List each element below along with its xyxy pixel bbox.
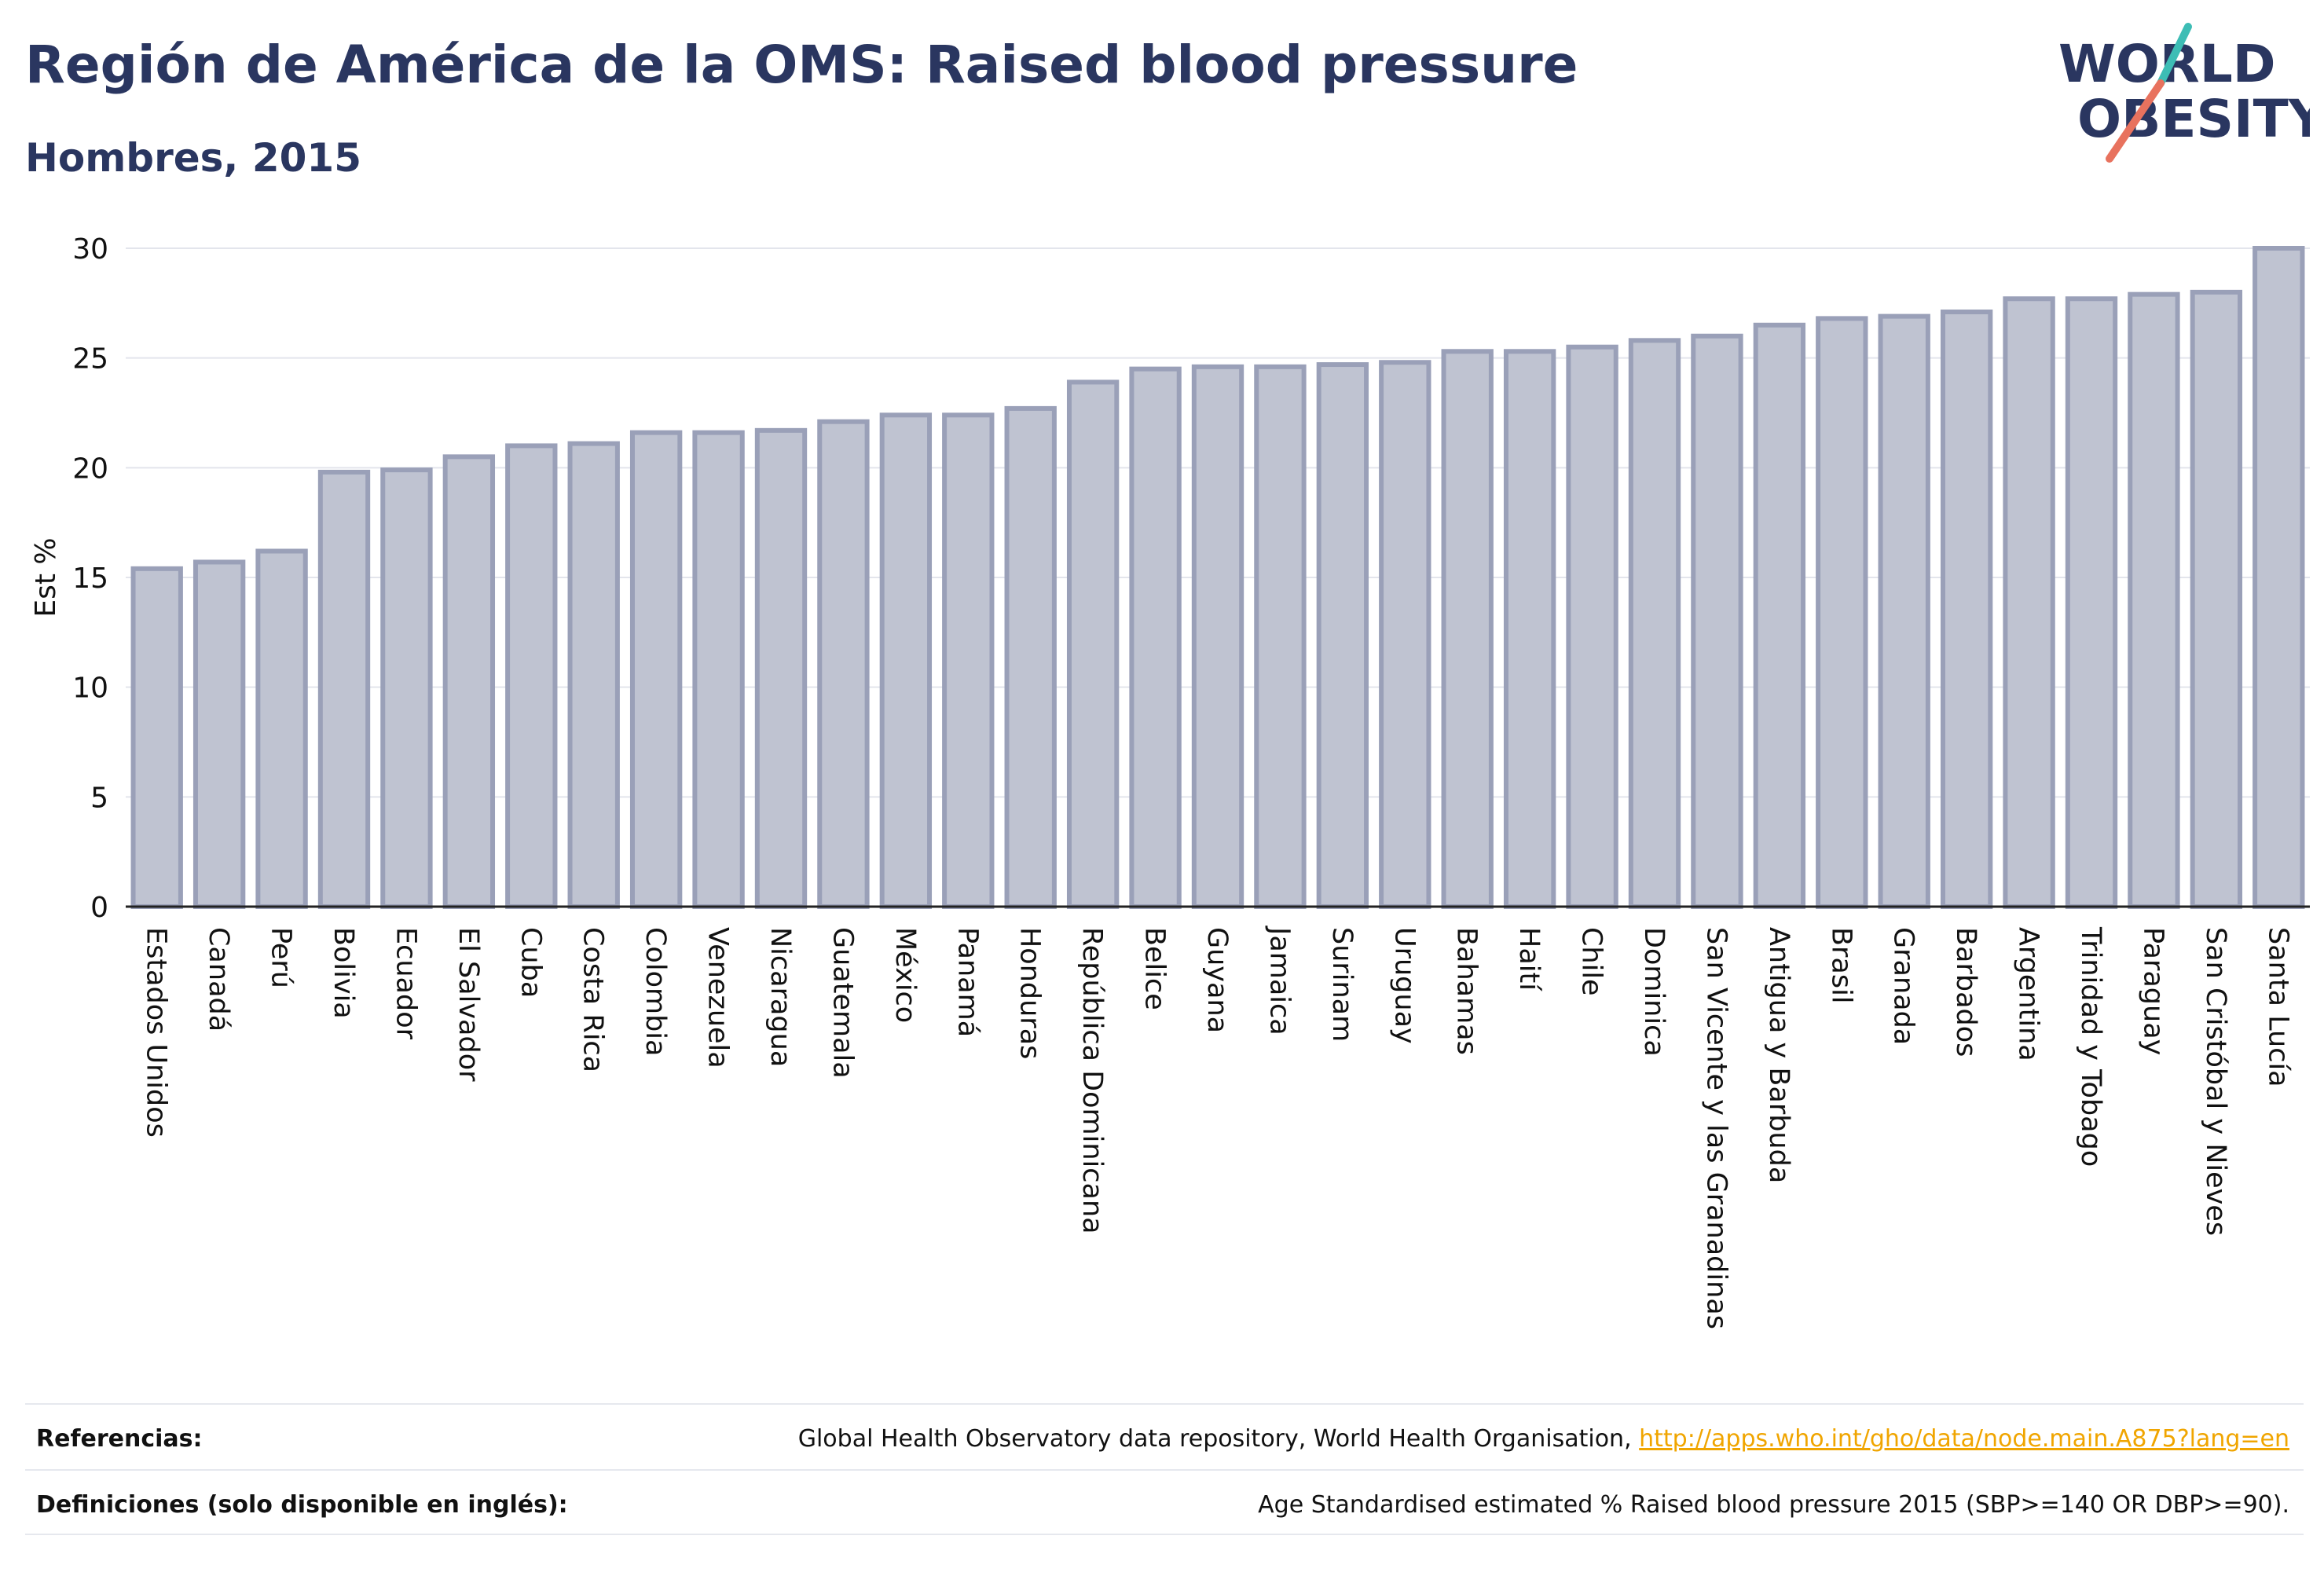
footer-divider-top [25,1403,2304,1405]
x-tick-label: Brasil [1825,927,1857,1004]
x-tick-label: Nicaragua [764,927,796,1067]
x-tick-label: Antigua y Barbuda [1763,927,1794,1183]
references-text: Global Health Observatory data repositor… [797,1425,1640,1453]
bar[interactable] [130,566,183,909]
bar[interactable] [2190,289,2243,910]
x-tick-label: Guatemala [827,927,858,1079]
bar[interactable] [1816,316,1868,909]
x-tick-label: Trinidad y Tobago [2075,926,2106,1167]
bar[interactable] [1066,379,1120,910]
x-tick-label: Guyana [1201,927,1233,1033]
bar[interactable] [1691,333,1743,909]
y-tick-labels: 0 5 10 15 20 25 30 [72,233,108,924]
x-tick-label: México [889,927,921,1023]
x-tick-label: Uruguay [1388,927,1420,1044]
references-label: Referencias: [36,1425,203,1453]
chart-title: Región de América de la OMS: Raised bloo… [25,35,1578,95]
y-tick-label: 30 [72,233,108,266]
x-tick-label: Estados Unidos [141,927,172,1138]
bar[interactable] [1753,322,1806,909]
references-link[interactable]: http://apps.who.int/gho/data/node.main.A… [1639,1425,2289,1453]
bar[interactable] [317,469,371,909]
x-tick-label: Argentina [2013,927,2044,1061]
bar[interactable] [1254,364,1307,909]
bar[interactable] [1628,338,1681,909]
x-tick-label: Bahamas [1451,927,1483,1055]
y-tick-label: 20 [72,453,108,485]
x-tick-label: Chile [1576,927,1607,996]
logo-line2: OBESITY [2077,89,2310,149]
bar[interactable] [692,430,745,909]
chart-subtitle: Hombres, 2015 [25,135,361,181]
y-tick-label: 15 [72,563,108,595]
x-tick-label: Belice [1139,927,1171,1010]
x-tick-label: Costa Rica [577,927,609,1072]
bar[interactable] [879,412,933,909]
world-obesity-logo: WORLD OBESITY [2058,23,2310,163]
x-tick-label: Santa Lucía [2262,927,2293,1087]
bar[interactable] [1191,364,1244,909]
x-tick-label: San Cristóbal y Nieves [2200,927,2231,1236]
y-tick-label: 0 [90,892,108,924]
bar[interactable] [1878,313,1930,909]
bar[interactable] [1316,362,1369,909]
x-tick-label: Barbados [1950,927,1981,1057]
bar[interactable] [2065,296,2118,910]
bar[interactable] [2128,291,2180,910]
bars [130,246,2305,910]
bar-chart: 0 5 10 15 20 25 30 Estados Unidos Canadá Perú Bol… [30,233,2310,1329]
bar[interactable] [1129,366,1182,909]
bar[interactable] [1004,405,1057,909]
x-tick-label: Granada [1888,927,1919,1045]
footer-divider-bottom [25,1534,2304,1535]
footer-divider-middle [25,1469,2304,1471]
x-tick-label: Perú [266,927,297,988]
y-axis-label: Est % [30,537,62,617]
y-tick-label: 25 [72,343,108,376]
bar[interactable] [192,559,246,909]
x-tick-label: Bolivia [328,927,359,1019]
bar[interactable] [380,467,433,909]
bar[interactable] [1503,349,1556,909]
x-tick-labels: Estados Unidos Canadá Perú Bolivia Ecuador El… [141,925,2294,1329]
logo-slash-coral-icon [2106,79,2165,163]
x-tick-label: Colombia [640,927,671,1056]
x-tick-label: Jamaica [1263,925,1295,1035]
x-tick-label: Honduras [1014,927,1046,1059]
x-tick-label: Dominica [1638,927,1670,1057]
y-tick-label: 5 [90,782,108,814]
bar[interactable] [505,443,558,909]
bar[interactable] [1566,344,1618,909]
bar[interactable] [942,412,995,909]
bar[interactable] [629,430,683,909]
x-tick-label: República Dominicana [1076,927,1108,1234]
definitions-label: Definiciones (solo disponible en inglés)… [36,1491,568,1519]
bar[interactable] [1441,349,1494,909]
definitions-value: Age Standardised estimated % Raised bloo… [1258,1491,2289,1519]
x-tick-label: San Vicente y las Granadinas [1700,927,1732,1329]
bar[interactable] [1940,310,1993,909]
bar[interactable] [1379,360,1431,909]
x-tick-label: Ecuador [390,927,421,1040]
x-tick-label: Cuba [515,927,546,998]
y-tick-label: 10 [72,673,108,705]
bar[interactable] [567,441,620,909]
x-tick-label: El Salvador [453,927,484,1082]
bar[interactable] [2253,246,2305,909]
x-tick-label: Paraguay [2137,927,2168,1055]
bar[interactable] [255,548,308,909]
x-tick-label: Panamá [951,927,983,1037]
references-value: Global Health Observatory data repositor… [798,1425,2289,1453]
bar[interactable] [754,427,808,909]
logo-slash-teal-icon [2157,23,2192,87]
x-tick-label: Surinam [1326,927,1358,1042]
x-tick-label: Venezuela [702,927,734,1068]
bar[interactable] [817,419,870,909]
x-tick-label: Haití [1513,927,1545,991]
bar[interactable] [2003,296,2055,910]
bar[interactable] [442,454,496,909]
x-tick-label: Canadá [203,927,234,1032]
